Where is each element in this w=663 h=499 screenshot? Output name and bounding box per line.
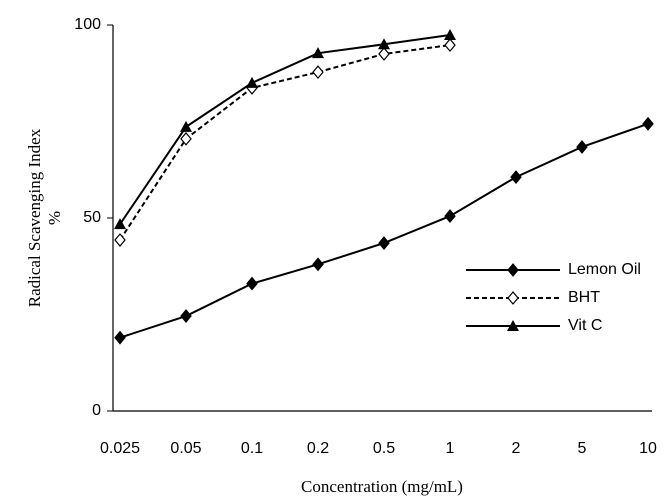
marker — [576, 140, 588, 154]
legend-marker — [507, 291, 519, 305]
marker — [180, 120, 192, 132]
marker — [180, 309, 192, 323]
legend-label: BHT — [568, 289, 600, 306]
y-tick-label: 0 — [92, 402, 101, 419]
marker — [312, 47, 324, 59]
marker — [312, 257, 324, 272]
marker — [180, 131, 192, 146]
x-tick-label: 0.2 — [307, 440, 329, 457]
marker — [312, 65, 324, 80]
marker — [114, 218, 126, 230]
marker — [114, 233, 126, 247]
x-tick-label: 10 — [639, 440, 657, 457]
legend-marker — [507, 263, 519, 277]
marker — [510, 170, 522, 185]
series-line — [119, 34, 451, 225]
marker — [378, 38, 390, 50]
marker — [444, 209, 456, 224]
legend-label: Vit C — [568, 317, 602, 334]
legend-marker — [507, 320, 519, 331]
x-tick-label: 5 — [578, 440, 587, 457]
marker — [114, 330, 126, 345]
marker — [444, 38, 456, 53]
marker — [444, 29, 456, 41]
y-tick-label: 100 — [74, 16, 101, 33]
x-axis-label: Concentration (mg/mL) — [301, 477, 463, 496]
marker — [378, 47, 390, 61]
x-tick-label: 0.1 — [241, 440, 263, 457]
legend-label: Lemon Oil — [568, 261, 641, 278]
x-tick-label: 1 — [446, 440, 455, 457]
y-axis-label: Radical Scavenging Index — [25, 128, 44, 307]
marker — [642, 116, 654, 131]
marker — [246, 276, 258, 291]
marker — [378, 236, 390, 251]
x-tick-label: 2 — [512, 440, 521, 457]
series-line — [119, 44, 451, 241]
y-tick-label: 50 — [83, 209, 101, 226]
x-tick-label: 0.05 — [170, 440, 201, 457]
y-axis-label: % — [45, 211, 64, 225]
marker — [246, 76, 258, 88]
x-tick-label: 0.025 — [100, 440, 140, 457]
x-tick-label: 0.5 — [373, 440, 395, 457]
